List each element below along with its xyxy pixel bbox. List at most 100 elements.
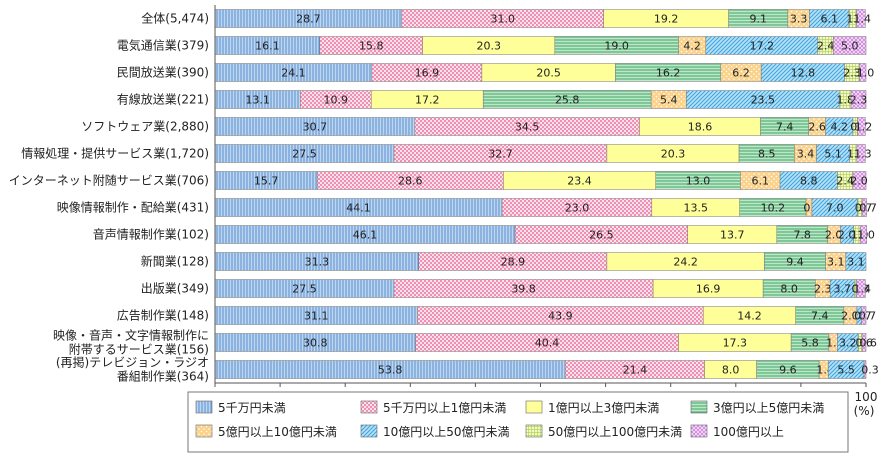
category-label: 番組制作業(364) (117, 370, 209, 384)
bar-value-label: 15.7 (254, 175, 279, 188)
bar-value-label: 14.2 (737, 310, 762, 323)
bar-value-label: 8.0 (722, 364, 740, 377)
bar-value-label: 1.4 (853, 283, 871, 296)
bar-value-label: 8.0 (780, 283, 798, 296)
legend-label: 10億円以上50億円未満 (383, 425, 510, 439)
category-label: (再掲)テレビジョン・ラジオ (56, 355, 209, 370)
bar-value-label: 20.5 (536, 67, 561, 80)
bar-value-label: 32.7 (488, 148, 513, 161)
bar-segment (833, 36, 867, 55)
bar-value-label: 28.6 (398, 175, 423, 188)
bar-value-label: 1.4 (853, 13, 871, 26)
bar-value-label: 0.6 (859, 337, 877, 350)
bar-value-label: 25.8 (555, 94, 580, 107)
bar-value-label: 23.4 (567, 175, 592, 188)
bar-value-label: 39.8 (511, 283, 536, 296)
bar-value-label: 2.0 (825, 229, 843, 242)
category-label: ソフトウェア業(2,880) (81, 120, 209, 134)
bar-value-label: 24.2 (673, 256, 698, 269)
bar-segment (859, 63, 867, 82)
bar-value-label: 2.3 (814, 283, 832, 296)
legend-label: 100億円以上 (713, 425, 784, 439)
bar-value-label: 2.0 (850, 175, 868, 188)
bar-value-label: 3.7 (833, 283, 851, 296)
category-label: 有線放送業(221) (117, 92, 209, 107)
legend-label: 5千万円以上1億円未満 (383, 401, 506, 415)
x-axis-unit: (%) (854, 404, 875, 418)
bar-value-label: 27.5 (292, 148, 317, 161)
bar-value-label: 5.1 (824, 148, 842, 161)
x-tick-label: 100 (855, 390, 878, 404)
legend-swatch (525, 400, 543, 414)
legend-swatch (195, 424, 213, 438)
bar-value-label: 18.6 (688, 121, 713, 134)
legend-swatch (360, 400, 378, 414)
bar-value-label: 2.0 (841, 310, 859, 323)
bar-value-label: 13.5 (684, 202, 709, 215)
category-label: 新聞業(128) (141, 254, 209, 269)
bar-segment (861, 306, 867, 325)
bar-value-label: 5.4 (660, 94, 678, 107)
legend-swatch (690, 400, 708, 414)
bar-value-label: 2.6 (808, 121, 826, 134)
bar-value-label: 20.3 (476, 40, 501, 53)
category-label: 附帯するサービス業(156) (69, 343, 209, 357)
bar-value-label: 8.8 (800, 175, 818, 188)
bar-value-label: 9.6 (779, 364, 797, 377)
bar-value-label: 3.4 (797, 148, 815, 161)
bar-value-label: 7.8 (793, 229, 811, 242)
bar-value-label: 16.9 (696, 283, 721, 296)
category-label: 情報処理・提供サービス業(1,720) (21, 146, 209, 161)
bar-value-label: 2.4 (817, 40, 835, 53)
bar-value-label: 19.0 (604, 40, 629, 53)
bar-value-label: 13.7 (720, 229, 745, 242)
bar-value-label: 4.2 (683, 40, 701, 53)
bar-value-label: 16.9 (415, 67, 440, 80)
category-label: 音声情報制作業(102) (93, 227, 209, 242)
bar-segment (857, 117, 866, 136)
bar-value-label: 23.0 (565, 202, 590, 215)
bar-value-label: 6.2 (732, 67, 750, 80)
bar-value-label: 16.1 (255, 40, 280, 53)
category-label: 映像情報制作・配給業(431) (57, 201, 209, 215)
bar-value-label: 1.0 (857, 229, 875, 242)
bar-segment (845, 252, 867, 271)
category-label: 出版業(349) (141, 282, 209, 296)
bar-segment (859, 225, 867, 244)
bar-segment (861, 198, 867, 217)
bar-value-label: 26.5 (589, 229, 614, 242)
bar-value-label: 16.2 (656, 67, 681, 80)
bar-value-label: 12.8 (791, 67, 816, 80)
bar-value-label: 13.1 (245, 94, 270, 107)
bar-value-label: 28.7 (296, 13, 321, 26)
bar-value-label: 21.4 (623, 364, 648, 377)
legend: 5千万円未満 5千万円以上1億円未満 1億円以上3億円未満 3億円以上5億円未満 5億円… (187, 391, 849, 453)
category-label: 電気通信業(379) (117, 38, 209, 53)
legend-label: 5億円以上10億円未満 (218, 425, 337, 439)
bar-value-label: 6.1 (820, 13, 838, 26)
legend-swatch (195, 400, 213, 414)
bar-value-label: 15.8 (359, 40, 384, 53)
bar-value-label: 34.5 (515, 121, 540, 134)
bar-value-label: 2.3 (843, 67, 861, 80)
bar-value-label: 8.5 (758, 148, 776, 161)
bar-value-label: 1.2 (855, 121, 873, 134)
bar-value-label: 17.3 (723, 337, 748, 350)
bar-value-label: 24.1 (281, 67, 306, 80)
bar-value-label: 1.0 (857, 67, 875, 80)
bar-value-label: 44.1 (346, 202, 371, 215)
category-label: 全体(5,474) (141, 11, 209, 26)
bar-segment (852, 171, 867, 190)
bar-value-label: 5.5 (837, 364, 855, 377)
bar-value-label: 10.9 (324, 94, 349, 107)
bar-value-label: 7.4 (776, 121, 794, 134)
bar-value-label: 4.2 (831, 121, 849, 134)
bar-value-label: 17.2 (750, 40, 775, 53)
bar-value-label: 0.7 (859, 202, 877, 215)
bar-value-label: 31.1 (304, 310, 329, 323)
legend-label: 3億円以上5億円未満 (713, 401, 824, 415)
bar-value-label: 0.3 (861, 364, 879, 377)
legend-label: 1億円以上3億円未満 (548, 401, 659, 415)
bar-value-label: 5.8 (801, 337, 819, 350)
